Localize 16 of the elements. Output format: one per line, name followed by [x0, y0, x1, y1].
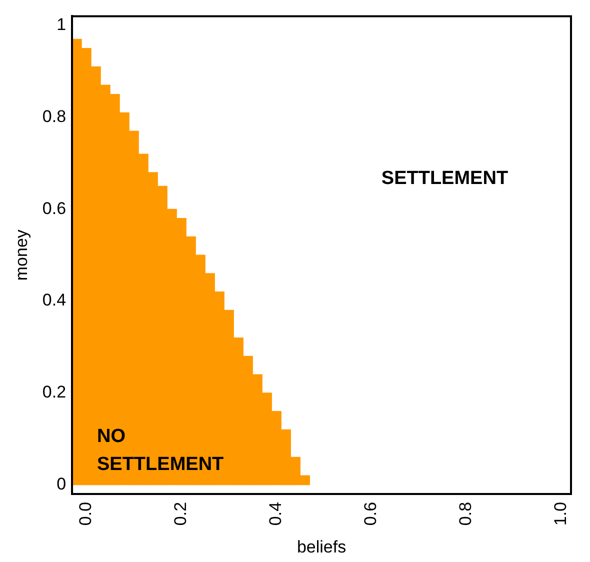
- x-tick-label: 0.8: [456, 502, 476, 526]
- x-tick-label: 1.0: [551, 502, 570, 526]
- y-axis-title: money: [12, 229, 31, 281]
- annotation: SETTLEMENT: [381, 168, 508, 189]
- y-tick-label: 1: [56, 15, 66, 34]
- y-tick-label: 0.2: [42, 382, 66, 402]
- x-axis-title: beliefs: [296, 537, 346, 556]
- y-tick-label: 0.4: [42, 290, 66, 310]
- x-tick-label: 0.6: [361, 502, 380, 526]
- y-tick-label: 0.6: [42, 198, 66, 218]
- x-tick-label: 0.4: [266, 502, 286, 526]
- y-tick-label: 0.8: [42, 106, 66, 126]
- y-tick-label: 0: [56, 474, 66, 494]
- annotation: NO SETTLEMENT: [96, 426, 224, 475]
- x-tick-label: 0.2: [171, 502, 190, 526]
- x-tick-label: 0.0: [76, 502, 95, 526]
